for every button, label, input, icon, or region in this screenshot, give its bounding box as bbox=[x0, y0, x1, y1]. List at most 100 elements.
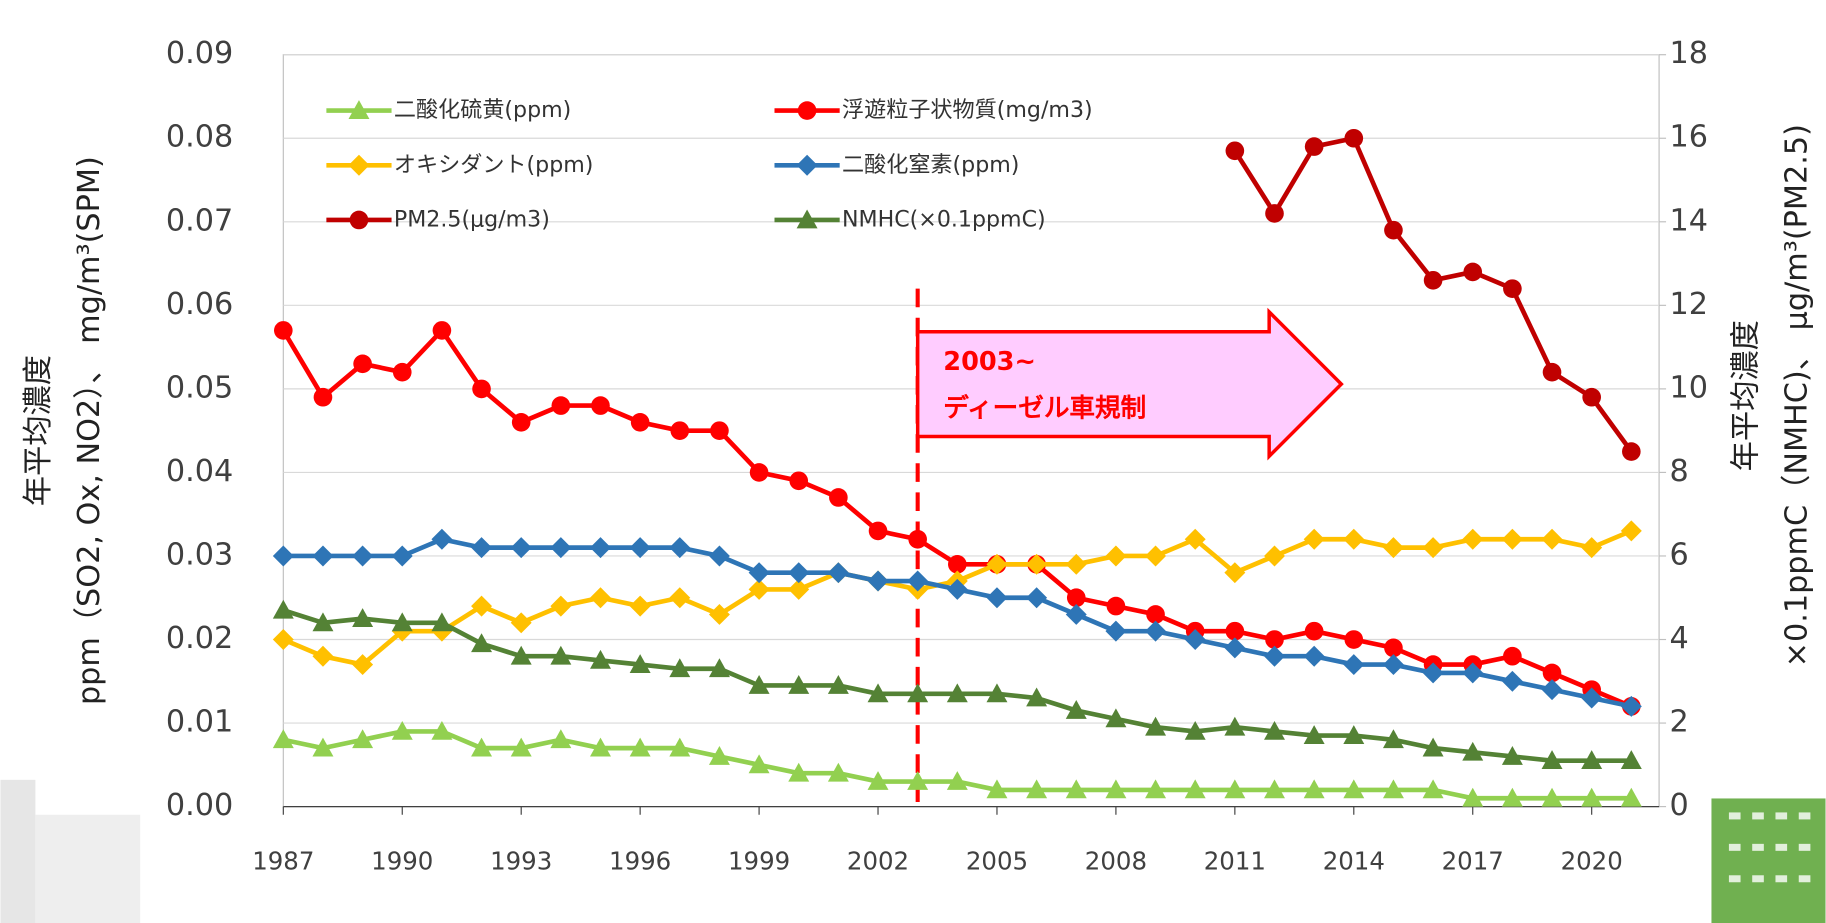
marker bbox=[510, 645, 532, 665]
marker bbox=[829, 488, 848, 507]
marker bbox=[1542, 663, 1562, 683]
y-tick-label: 0.09 bbox=[166, 36, 233, 71]
marker bbox=[1501, 528, 1523, 550]
marker bbox=[1503, 646, 1522, 666]
marker bbox=[1065, 700, 1087, 719]
y-tick-label: 0.07 bbox=[166, 203, 233, 238]
marker bbox=[471, 737, 493, 757]
x-tick-label: 2020 bbox=[1561, 846, 1623, 875]
y-tick-label: 0.08 bbox=[166, 120, 233, 155]
marker bbox=[749, 463, 769, 482]
marker bbox=[1026, 779, 1048, 799]
marker bbox=[391, 545, 413, 567]
marker bbox=[1384, 220, 1403, 240]
marker bbox=[1105, 620, 1127, 642]
marker bbox=[1026, 587, 1048, 609]
y-tick-label: 0.02 bbox=[166, 621, 233, 656]
marker bbox=[312, 737, 334, 757]
marker bbox=[1382, 537, 1404, 559]
marker bbox=[1224, 716, 1246, 736]
marker bbox=[1145, 779, 1167, 799]
marker bbox=[312, 612, 334, 632]
marker bbox=[710, 421, 729, 440]
legend-label: PM2.5(μg/m3) bbox=[394, 206, 550, 232]
marker bbox=[1145, 620, 1167, 642]
marker bbox=[1501, 670, 1523, 692]
marker bbox=[669, 537, 691, 559]
marker bbox=[1303, 528, 1325, 550]
marker bbox=[1264, 720, 1285, 740]
marker bbox=[1462, 787, 1484, 807]
axes: 0.00 0.01 0.02 0.03 0.04 0.05 0.06 0.07 0.08 0.09… bbox=[20, 36, 1814, 875]
marker bbox=[748, 578, 770, 600]
marker bbox=[550, 537, 572, 559]
marker bbox=[907, 683, 929, 703]
marker bbox=[630, 412, 650, 432]
y2-tick-label: 10 bbox=[1670, 370, 1709, 405]
y2-tick-label: 6 bbox=[1670, 537, 1689, 572]
marker bbox=[1265, 204, 1284, 223]
marker bbox=[1106, 596, 1126, 616]
marker bbox=[1303, 645, 1325, 667]
marker bbox=[907, 771, 929, 790]
marker bbox=[1581, 537, 1603, 559]
marker bbox=[1542, 362, 1562, 382]
marker bbox=[948, 555, 967, 574]
legend-label: オキシダント(ppm) bbox=[394, 152, 594, 178]
marker bbox=[1582, 387, 1601, 407]
marker bbox=[629, 737, 651, 757]
marker bbox=[1304, 137, 1324, 156]
marker bbox=[946, 578, 968, 600]
marker bbox=[1462, 662, 1484, 684]
marker bbox=[1065, 779, 1087, 799]
marker bbox=[708, 746, 730, 765]
marker bbox=[629, 654, 651, 673]
marker bbox=[669, 587, 691, 609]
marker bbox=[1501, 787, 1523, 807]
marker bbox=[590, 737, 611, 757]
annotation-text: 2003~ bbox=[943, 347, 1036, 377]
marker bbox=[432, 321, 452, 340]
marker bbox=[797, 101, 817, 120]
y-axis-title: 年平均濃度 ppm（SO2, Ox, NO2）、 mg/m³(SPM) bbox=[20, 156, 106, 705]
marker bbox=[1184, 779, 1206, 799]
marker bbox=[272, 629, 294, 650]
marker bbox=[313, 387, 333, 407]
marker bbox=[1264, 779, 1285, 799]
y-tick-label: 0.04 bbox=[166, 454, 233, 489]
marker bbox=[788, 562, 810, 584]
marker bbox=[1225, 141, 1245, 161]
marker bbox=[789, 471, 809, 491]
marker bbox=[1382, 654, 1404, 676]
x-tick-label: 1987 bbox=[252, 846, 314, 875]
marker bbox=[796, 209, 818, 229]
marker bbox=[272, 545, 294, 567]
marker bbox=[1344, 630, 1364, 649]
legend-label: NMHC(×0.1ppmC) bbox=[842, 206, 1046, 232]
marker bbox=[472, 379, 491, 399]
marker bbox=[1422, 662, 1444, 684]
marker bbox=[708, 658, 730, 678]
marker bbox=[471, 633, 493, 653]
marker bbox=[1541, 750, 1563, 770]
decoration bbox=[0, 779, 1826, 923]
marker bbox=[1382, 729, 1404, 749]
y2-axis-title-line: ×0.1ppmC（NMHC)、 μg/m³(PM2.5) bbox=[1779, 124, 1814, 667]
marker bbox=[1501, 746, 1523, 765]
x-tick-label: 2008 bbox=[1085, 846, 1147, 875]
marker bbox=[1581, 750, 1603, 770]
marker bbox=[1503, 279, 1522, 298]
marker bbox=[510, 737, 532, 757]
y2-tick-label: 0 bbox=[1670, 788, 1689, 823]
y-tick-label: 0.03 bbox=[166, 537, 233, 572]
marker bbox=[1541, 528, 1563, 550]
marker bbox=[590, 587, 611, 609]
marker bbox=[867, 683, 889, 703]
marker bbox=[1343, 725, 1365, 744]
marker bbox=[511, 412, 531, 432]
marker bbox=[868, 521, 888, 541]
marker bbox=[352, 729, 374, 749]
y2-tick-label: 4 bbox=[1670, 621, 1689, 656]
marker bbox=[748, 754, 770, 774]
marker bbox=[1620, 787, 1642, 807]
